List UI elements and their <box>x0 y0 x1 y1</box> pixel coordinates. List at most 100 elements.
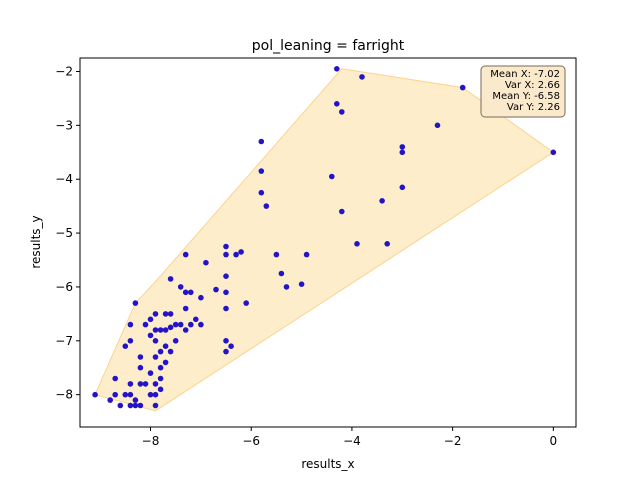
data-point-9 <box>127 381 134 387</box>
data-point-64 <box>223 305 229 312</box>
data-point-8 <box>127 338 134 344</box>
data-point-17 <box>137 381 144 387</box>
x-tick-label-2: −4 <box>343 434 361 448</box>
data-point-60 <box>223 243 229 250</box>
data-point-62 <box>223 273 229 280</box>
data-point-59 <box>213 286 219 293</box>
data-point-18 <box>137 402 144 409</box>
data-point-91 <box>399 184 406 191</box>
stats-var-y: Var Y: 2.26 <box>507 102 560 113</box>
data-point-61 <box>223 251 229 258</box>
data-point-58 <box>203 259 209 266</box>
data-point-0 <box>92 391 98 398</box>
data-point-10 <box>127 391 134 398</box>
data-point-75 <box>273 251 280 258</box>
data-point-33 <box>157 348 164 355</box>
data-point-45 <box>172 321 179 328</box>
data-point-70 <box>243 300 249 306</box>
y-axis-label: results_y <box>29 215 43 268</box>
data-point-90 <box>399 149 406 156</box>
data-point-81 <box>334 66 340 72</box>
convex-hull <box>94 68 555 412</box>
data-point-53 <box>188 289 194 296</box>
data-point-48 <box>177 321 184 328</box>
data-point-89 <box>399 144 406 150</box>
data-point-71 <box>258 138 265 145</box>
data-point-46 <box>172 338 179 344</box>
data-point-26 <box>152 327 159 333</box>
x-axis: −8 −6 −4 −2 0 <box>142 427 558 448</box>
data-point-94 <box>550 149 557 156</box>
data-point-42 <box>167 311 174 317</box>
data-point-84 <box>339 208 345 215</box>
data-point-14 <box>132 402 139 409</box>
x-tick-label-4: 0 <box>550 434 558 448</box>
y-tick-label-4: −4 <box>55 172 73 186</box>
data-point-54 <box>188 321 194 328</box>
x-tick-label-0: −8 <box>142 434 160 448</box>
stats-mean-y: Mean Y: -6.58 <box>492 91 560 102</box>
data-point-28 <box>152 354 159 360</box>
data-point-35 <box>157 375 164 382</box>
points-layer <box>92 66 557 409</box>
data-point-73 <box>258 189 265 196</box>
data-point-92 <box>434 122 441 129</box>
data-point-67 <box>228 343 234 350</box>
data-point-43 <box>167 324 174 331</box>
data-point-47 <box>177 284 184 290</box>
data-point-41 <box>167 276 174 282</box>
y-tick-label-1: −7 <box>55 334 73 348</box>
data-point-15 <box>137 354 144 360</box>
data-point-88 <box>384 241 391 247</box>
data-point-86 <box>359 74 365 80</box>
data-point-44 <box>167 348 174 355</box>
data-point-24 <box>147 391 154 398</box>
data-point-16 <box>137 364 144 371</box>
data-point-6 <box>122 391 129 398</box>
y-tick-label-2: −6 <box>55 280 73 294</box>
data-point-30 <box>152 391 159 398</box>
data-point-2 <box>112 375 118 382</box>
data-point-40 <box>162 359 169 366</box>
data-point-50 <box>182 289 189 296</box>
data-point-22 <box>147 332 154 339</box>
data-point-21 <box>147 316 154 323</box>
data-point-87 <box>379 198 385 204</box>
data-point-25 <box>152 311 159 317</box>
data-point-29 <box>152 381 159 387</box>
data-point-38 <box>162 327 169 333</box>
data-point-85 <box>354 241 360 247</box>
data-point-23 <box>147 370 154 376</box>
x-tick-label-1: −6 <box>242 434 260 448</box>
data-point-56 <box>198 294 204 301</box>
data-point-65 <box>223 338 229 344</box>
data-point-39 <box>162 343 169 350</box>
data-point-5 <box>122 343 129 350</box>
data-point-7 <box>127 321 134 328</box>
data-point-27 <box>152 338 159 344</box>
data-point-1 <box>107 397 113 403</box>
data-point-68 <box>233 251 239 258</box>
data-point-36 <box>157 386 164 393</box>
data-point-52 <box>182 327 189 333</box>
data-point-83 <box>339 109 345 115</box>
data-point-82 <box>334 101 340 107</box>
stats-var-x: Var X: 2.66 <box>505 80 560 91</box>
y-tick-label-5: −3 <box>55 118 73 132</box>
y-axis: −8 −7 −6 −5 −4 −3 −2 <box>55 64 80 402</box>
y-tick-label-0: −8 <box>55 388 73 402</box>
plot-frame <box>79 57 577 428</box>
chart-title: pol_leaning = farright <box>252 38 405 54</box>
data-point-77 <box>283 284 290 290</box>
data-point-32 <box>157 327 164 333</box>
data-point-13 <box>132 397 139 403</box>
stats-box-background <box>480 65 566 118</box>
data-point-51 <box>182 305 189 312</box>
stats-mean-x: Mean X: -7.02 <box>490 69 560 80</box>
x-axis-label: results_x <box>301 457 354 471</box>
data-point-78 <box>298 281 305 288</box>
data-point-76 <box>278 270 285 277</box>
data-point-72 <box>258 168 265 174</box>
data-point-80 <box>329 173 335 180</box>
data-point-31 <box>152 402 159 409</box>
